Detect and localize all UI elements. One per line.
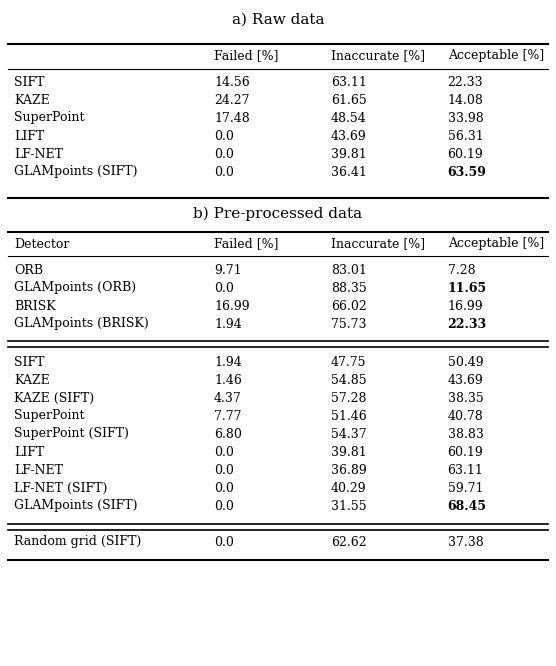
Text: 38.83: 38.83 <box>448 428 484 440</box>
Text: LF-NET: LF-NET <box>14 147 63 161</box>
Text: 75.73: 75.73 <box>331 318 366 330</box>
Text: Detector: Detector <box>14 238 70 250</box>
Text: LIFT: LIFT <box>14 129 44 143</box>
Text: 0.0: 0.0 <box>214 464 234 476</box>
Text: 16.99: 16.99 <box>214 300 250 312</box>
Text: 0.0: 0.0 <box>214 165 234 178</box>
Text: 57.28: 57.28 <box>331 392 366 404</box>
Text: Failed [%]: Failed [%] <box>214 49 279 63</box>
Text: 0.0: 0.0 <box>214 500 234 513</box>
Text: SIFT: SIFT <box>14 75 44 89</box>
Text: Inaccurate [%]: Inaccurate [%] <box>331 238 425 250</box>
Text: SuperPoint: SuperPoint <box>14 111 85 125</box>
Text: BRISK: BRISK <box>14 300 56 312</box>
Text: 43.69: 43.69 <box>331 129 366 143</box>
Text: 63.11: 63.11 <box>448 464 484 476</box>
Text: 17.48: 17.48 <box>214 111 250 125</box>
Text: 11.65: 11.65 <box>448 282 486 294</box>
Text: Failed [%]: Failed [%] <box>214 238 279 250</box>
Text: 0.0: 0.0 <box>214 147 234 161</box>
Text: 51.46: 51.46 <box>331 410 366 422</box>
Text: Acceptable [%]: Acceptable [%] <box>448 49 544 63</box>
Text: 54.37: 54.37 <box>331 428 366 440</box>
Text: Acceptable [%]: Acceptable [%] <box>448 238 544 250</box>
Text: 37.38: 37.38 <box>448 535 483 549</box>
Text: 14.56: 14.56 <box>214 75 250 89</box>
Text: 63.11: 63.11 <box>331 75 367 89</box>
Text: KAZE: KAZE <box>14 93 49 107</box>
Text: 4.37: 4.37 <box>214 392 242 404</box>
Text: 33.98: 33.98 <box>448 111 483 125</box>
Text: ORB: ORB <box>14 264 43 276</box>
Text: 56.31: 56.31 <box>448 129 483 143</box>
Text: 0.0: 0.0 <box>214 535 234 549</box>
Text: 59.71: 59.71 <box>448 482 483 494</box>
Text: 88.35: 88.35 <box>331 282 366 294</box>
Text: 7.77: 7.77 <box>214 410 241 422</box>
Text: GLAMpoints (BRISK): GLAMpoints (BRISK) <box>14 318 148 330</box>
Text: 66.02: 66.02 <box>331 300 366 312</box>
Text: 36.41: 36.41 <box>331 165 367 178</box>
Text: 1.46: 1.46 <box>214 374 242 386</box>
Text: 60.19: 60.19 <box>448 446 483 458</box>
Text: b) Pre-processed data: b) Pre-processed data <box>193 207 363 221</box>
Text: 62.62: 62.62 <box>331 535 366 549</box>
Text: KAZE (SIFT): KAZE (SIFT) <box>14 392 94 404</box>
Text: 24.27: 24.27 <box>214 93 250 107</box>
Text: Random grid (SIFT): Random grid (SIFT) <box>14 535 141 549</box>
Text: 39.81: 39.81 <box>331 446 366 458</box>
Text: LIFT: LIFT <box>14 446 44 458</box>
Text: SuperPoint: SuperPoint <box>14 410 85 422</box>
Text: KAZE: KAZE <box>14 374 49 386</box>
Text: 40.78: 40.78 <box>448 410 483 422</box>
Text: 0.0: 0.0 <box>214 282 234 294</box>
Text: 54.85: 54.85 <box>331 374 366 386</box>
Text: LF-NET (SIFT): LF-NET (SIFT) <box>14 482 107 494</box>
Text: 68.45: 68.45 <box>448 500 486 513</box>
Text: 61.65: 61.65 <box>331 93 366 107</box>
Text: a) Raw data: a) Raw data <box>232 13 324 27</box>
Text: 50.49: 50.49 <box>448 356 483 368</box>
Text: 1.94: 1.94 <box>214 356 242 368</box>
Text: GLAMpoints (SIFT): GLAMpoints (SIFT) <box>14 165 137 178</box>
Text: 6.80: 6.80 <box>214 428 242 440</box>
Text: Inaccurate [%]: Inaccurate [%] <box>331 49 425 63</box>
Text: 14.08: 14.08 <box>448 93 484 107</box>
Text: 60.19: 60.19 <box>448 147 483 161</box>
Text: 0.0: 0.0 <box>214 446 234 458</box>
Text: GLAMpoints (SIFT): GLAMpoints (SIFT) <box>14 500 137 513</box>
Text: LF-NET: LF-NET <box>14 464 63 476</box>
Text: SIFT: SIFT <box>14 356 44 368</box>
Text: 38.35: 38.35 <box>448 392 483 404</box>
Text: 47.75: 47.75 <box>331 356 366 368</box>
Text: 22.33: 22.33 <box>448 75 483 89</box>
Text: 31.55: 31.55 <box>331 500 366 513</box>
Text: 40.29: 40.29 <box>331 482 366 494</box>
Text: 16.99: 16.99 <box>448 300 483 312</box>
Text: SuperPoint (SIFT): SuperPoint (SIFT) <box>14 428 129 440</box>
Text: 0.0: 0.0 <box>214 129 234 143</box>
Text: 63.59: 63.59 <box>448 165 486 178</box>
Text: 9.71: 9.71 <box>214 264 242 276</box>
Text: 36.89: 36.89 <box>331 464 366 476</box>
Text: 22.33: 22.33 <box>448 318 486 330</box>
Text: 43.69: 43.69 <box>448 374 483 386</box>
Text: 1.94: 1.94 <box>214 318 242 330</box>
Text: 39.81: 39.81 <box>331 147 366 161</box>
Text: 83.01: 83.01 <box>331 264 367 276</box>
Text: 7.28: 7.28 <box>448 264 475 276</box>
Text: 0.0: 0.0 <box>214 482 234 494</box>
Text: 48.54: 48.54 <box>331 111 366 125</box>
Text: GLAMpoints (ORB): GLAMpoints (ORB) <box>14 282 136 294</box>
